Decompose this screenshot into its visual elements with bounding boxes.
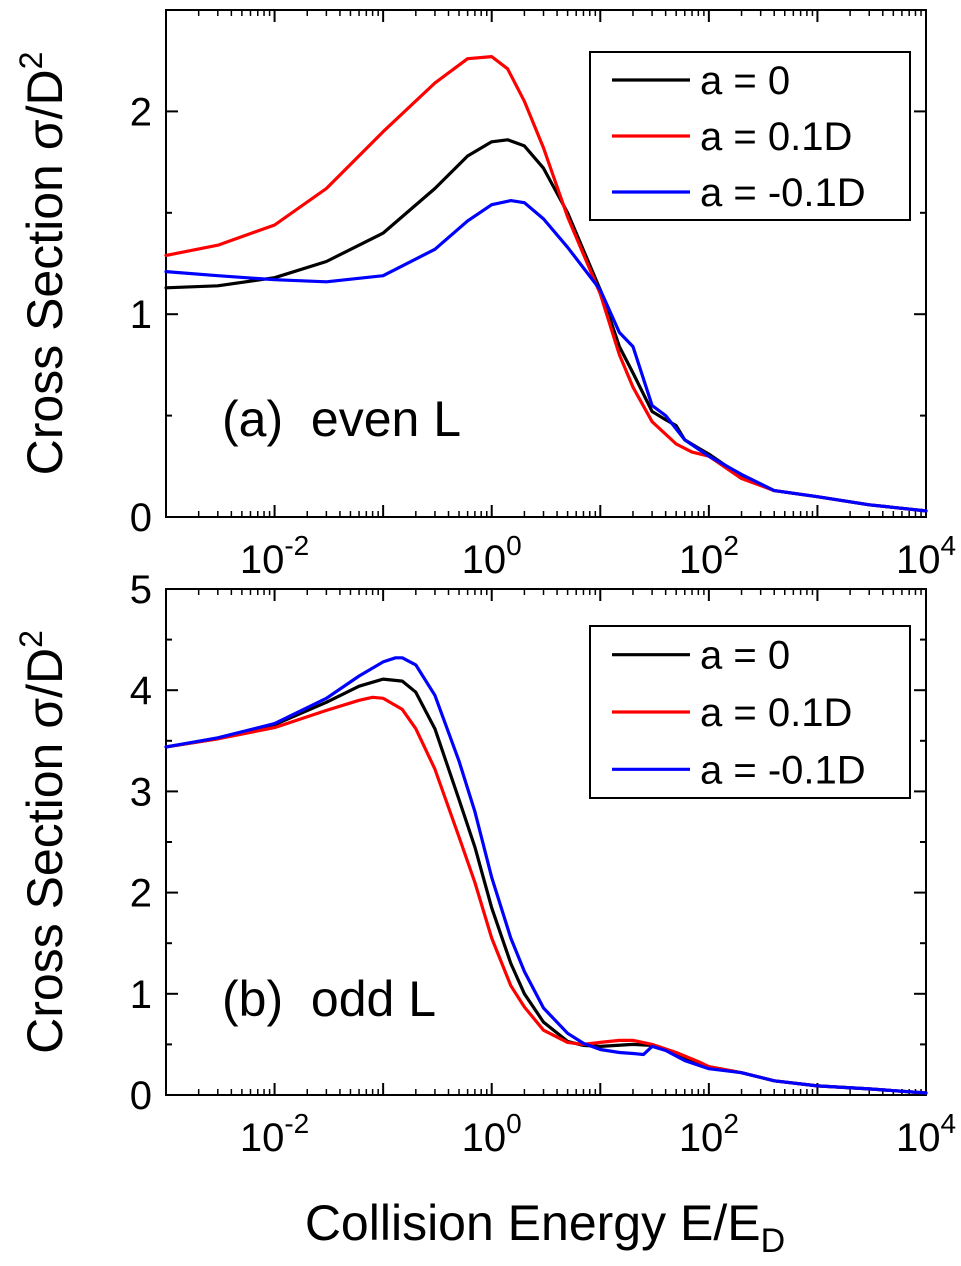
y-tick-label: 5 (130, 568, 152, 612)
legend-label: a = 0 (700, 634, 790, 678)
x-tick-label-exponent: 2 (723, 1108, 739, 1139)
y-tick-label: 4 (130, 669, 152, 713)
x-tick-label-base: 10 (462, 538, 507, 582)
x-axis-label: Collision Energy E/ED (305, 1195, 785, 1260)
legend-label: a = 0 (700, 59, 790, 103)
x-axis-label-main: Collision Energy E/E (305, 1195, 761, 1251)
series-line-1 (164, 54, 928, 513)
x-tick-label-base: 10 (679, 538, 724, 582)
series-line-2 (164, 199, 928, 513)
x-tick-label-exponent: -2 (284, 1108, 309, 1139)
x-tick-label: 102 (679, 530, 739, 582)
x-tick-label-exponent: 4 (940, 1108, 956, 1139)
plot-frame (165, 9, 927, 518)
x-tick-label: 102 (679, 1108, 739, 1160)
y-tick-label: 2 (130, 90, 152, 134)
legend-label: a = 0.1D (700, 691, 852, 735)
y-axis-label-main: Cross Section σ/D (17, 648, 73, 1054)
x-tick-label-exponent: 4 (940, 530, 956, 561)
x-tick-label: 100 (462, 530, 522, 582)
y-axis-label: Cross Section σ/D2 (13, 52, 73, 476)
x-tick-label-base: 10 (462, 1116, 507, 1160)
x-tick-label-base: 10 (896, 1116, 941, 1160)
x-axis-label-subscript: D (761, 1222, 786, 1260)
y-axis-label: Cross Section σ/D2 (13, 630, 73, 1054)
x-tick-label: 10-2 (240, 1108, 309, 1160)
x-tick-label-base: 10 (679, 1116, 724, 1160)
y-tick-label: 3 (130, 770, 152, 814)
y-tick-label: 1 (130, 973, 152, 1017)
y-axis-label-superscript: 2 (13, 52, 49, 70)
y-axis-label-main: Cross Section σ/D (17, 69, 73, 475)
legend: a = 0 a = 0.1D a = -0.1D (589, 625, 911, 799)
x-tick-label-exponent: 2 (723, 530, 739, 561)
x-tick-label-base: 10 (896, 538, 941, 582)
x-tick-label-exponent: -2 (284, 530, 309, 561)
y-tick-label: 0 (130, 496, 152, 540)
x-tick-label: 104 (896, 1108, 956, 1160)
y-axis-label-superscript: 2 (13, 630, 49, 648)
series-line-1 (164, 695, 928, 1095)
y-tick-label: 2 (130, 872, 152, 916)
x-tick-label-base: 10 (240, 538, 285, 582)
x-tick-label-exponent: 0 (506, 530, 522, 561)
x-tick-label: 10-2 (240, 530, 309, 582)
x-tick-label-base: 10 (240, 1116, 285, 1160)
legend-label: a = -0.1D (700, 748, 866, 792)
legend-label: a = 0.1D (700, 115, 852, 159)
legend-label: a = -0.1D (700, 171, 866, 215)
legend: a = 0 a = 0.1D a = -0.1D (589, 51, 911, 221)
panel-label: (a) even L (222, 391, 461, 447)
series-line-2 (164, 656, 928, 1095)
x-tick-label: 100 (462, 1108, 522, 1160)
x-tick-label: 104 (896, 530, 956, 582)
panel-label: (b) odd L (222, 971, 436, 1027)
y-tick-label: 0 (130, 1074, 152, 1118)
x-tick-label-exponent: 0 (506, 1108, 522, 1139)
y-tick-label: 1 (130, 293, 152, 337)
